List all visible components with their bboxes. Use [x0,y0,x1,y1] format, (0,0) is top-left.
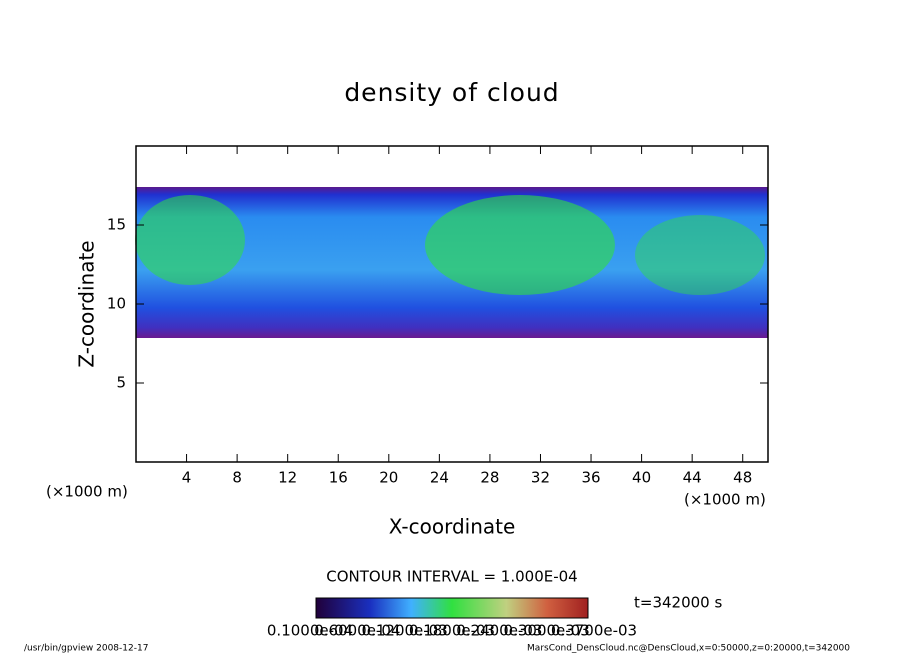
y-tick-label: 10 [107,295,126,313]
x-tick-label: 32 [531,469,550,487]
colorbar-label: 0.1000e-04 [267,622,353,640]
x-axis-label: X-coordinate [389,515,516,539]
colorbar-label: 0.6000e-04 [314,622,400,640]
x-tick-label: 24 [430,469,449,487]
time-label: t=342000 s [634,594,722,612]
x-tick-label: 20 [379,469,398,487]
x-tick-label: 48 [733,469,752,487]
x-tick-label: 36 [581,469,600,487]
contour-interval: CONTOUR INTERVAL = 1.000E-04 [326,568,577,586]
y-tick-label: 5 [116,374,126,392]
x-tick-label: 8 [232,469,242,487]
x-tick-label: 16 [329,469,348,487]
x-unit: (×1000 m) [684,491,766,509]
colorbar-label: 0.1800e-03 [409,622,495,640]
y-axis-label: Z-coordinate [75,240,99,367]
colorbar-label: 0.3700e-03 [551,622,637,640]
footer-left: /usr/bin/gpview 2008-12-17 [24,644,148,654]
x-unit: (×1000 m) [46,483,128,501]
x-tick-label: 44 [683,469,702,487]
y-tick-label: 15 [107,216,126,234]
colorbar-label: 0.3000e-03 [504,622,590,640]
x-tick-label: 28 [480,469,499,487]
x-tick-label: 4 [182,469,192,487]
x-tick-label: 12 [278,469,297,487]
colorbar-label: 0.1200e-03 [362,622,448,640]
colorbar-label: 0.2400e-03 [456,622,542,640]
x-tick-label: 40 [632,469,651,487]
colorbar [315,597,589,619]
chart-title: density of cloud [344,78,559,107]
cloud-field [135,187,768,338]
footer-right: MarsCond_DensCloud.nc@DensCloud,x=0:5000… [527,644,850,654]
